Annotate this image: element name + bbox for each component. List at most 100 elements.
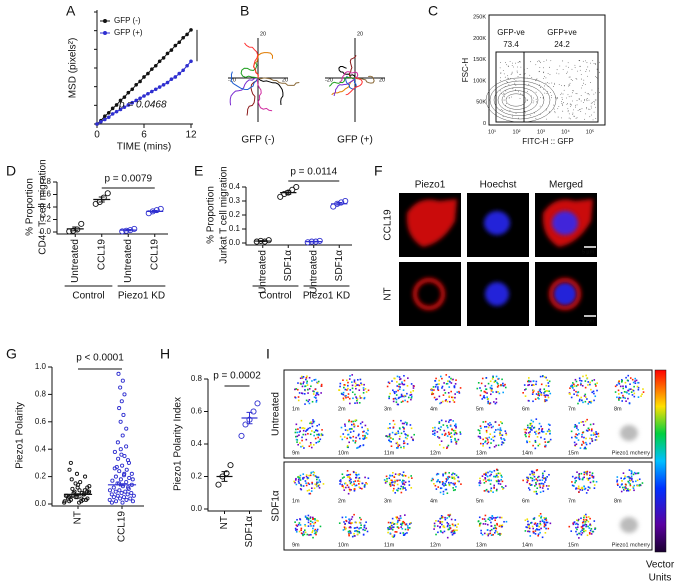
- vector-speckle: [403, 422, 405, 425]
- event: [540, 97, 541, 99]
- series-point: [114, 109, 119, 114]
- event: [568, 84, 570, 85]
- vector-speckle: [431, 393, 433, 396]
- data-point: [128, 496, 133, 501]
- mcherry-cell: [620, 517, 638, 533]
- vector-speckle: [353, 513, 355, 516]
- vector-speckle: [497, 476, 499, 478]
- vector-speckle: [441, 516, 444, 518]
- vector-speckle: [349, 437, 352, 439]
- vector-speckle: [311, 516, 314, 519]
- vector-speckle: [390, 437, 393, 439]
- vector-speckle: [316, 476, 319, 479]
- vector-speckle: [486, 437, 488, 440]
- vector-speckle: [353, 489, 356, 492]
- vector-speckle: [403, 474, 406, 477]
- vector-speckle: [348, 531, 350, 534]
- vector-speckle: [344, 528, 347, 531]
- vector-speckle: [581, 436, 583, 438]
- vector-speckle: [447, 523, 450, 525]
- vector-speckle: [494, 429, 497, 431]
- vector-speckle: [434, 484, 437, 487]
- vector-speckle: [302, 534, 304, 537]
- vector-speckle: [545, 433, 547, 435]
- vector-speckle: [316, 433, 318, 436]
- vector-speckle: [393, 482, 396, 484]
- vector-speckle: [500, 438, 503, 440]
- vector-speckle: [394, 491, 397, 494]
- vector-speckle: [349, 473, 352, 476]
- vector-speckle: [321, 434, 324, 436]
- series-point: [189, 28, 193, 32]
- column-label: Piezo1: [415, 180, 446, 191]
- vector-speckle: [402, 426, 405, 429]
- event: [576, 100, 578, 101]
- vector-speckle: [439, 487, 442, 489]
- vector-speckle: [633, 385, 635, 388]
- vector-speckle: [301, 439, 303, 442]
- data-point: [114, 464, 119, 470]
- vector-speckle: [580, 396, 583, 399]
- vector-speckle: [577, 519, 579, 522]
- vector-speckle: [450, 439, 453, 441]
- event: [563, 85, 565, 87]
- vector-speckle: [342, 485, 344, 487]
- vector-speckle: [533, 426, 536, 429]
- event: [572, 90, 574, 92]
- vector-speckle: [355, 484, 358, 487]
- series-point: [181, 68, 185, 73]
- vector-speckle: [629, 477, 631, 480]
- vector-speckle: [311, 521, 314, 524]
- vector-speckle: [490, 473, 492, 476]
- vector-speckle: [642, 391, 645, 393]
- trajectory: [230, 71, 259, 91]
- vector-speckle: [580, 421, 583, 423]
- event: [571, 68, 573, 70]
- vector-speckle: [590, 533, 593, 535]
- vector-speckle: [479, 477, 481, 480]
- vector-speckle: [502, 442, 505, 444]
- vector-speckle: [587, 427, 590, 430]
- vector-speckle: [433, 432, 436, 434]
- vector-speckle: [304, 525, 307, 527]
- data-point: [126, 485, 131, 490]
- vector-speckle: [528, 527, 531, 530]
- vector-speckle: [638, 484, 641, 487]
- event: [573, 115, 575, 117]
- vector-speckle: [479, 387, 481, 389]
- vector-speckle: [309, 523, 312, 525]
- vector-speckle: [353, 483, 355, 485]
- vector-speckle: [302, 485, 305, 487]
- vector-speckle: [386, 385, 389, 388]
- vector-speckle: [627, 488, 629, 490]
- vector-speckle: [584, 420, 587, 423]
- vector-speckle: [526, 526, 528, 529]
- event: [568, 117, 570, 119]
- contour: [493, 83, 545, 117]
- vector-speckle: [390, 445, 393, 448]
- vector-speckle: [491, 518, 493, 520]
- vector-speckle: [582, 518, 585, 521]
- vector-speckle: [318, 484, 321, 486]
- vector-speckle: [460, 483, 462, 485]
- vector-speckle: [351, 516, 354, 518]
- vector-speckle: [535, 383, 537, 386]
- vector-speckle: [533, 475, 536, 478]
- vector-speckle: [364, 476, 366, 479]
- y-axis-label: Piezo1 Polarity: [15, 402, 26, 469]
- vector-speckle: [484, 472, 487, 475]
- vector-speckle: [396, 523, 398, 525]
- vector-speckle: [484, 514, 487, 517]
- vector-speckle: [297, 477, 300, 479]
- trajectory: [229, 77, 259, 106]
- vector-speckle: [312, 536, 314, 539]
- vector-speckle: [630, 470, 633, 472]
- vector-speckle: [499, 534, 501, 536]
- vector-speckle: [401, 381, 403, 384]
- trajectory: [256, 77, 273, 112]
- vector-speckle: [348, 441, 350, 444]
- series-point: [146, 91, 150, 96]
- vector-speckle: [341, 477, 344, 479]
- vector-speckle: [436, 398, 438, 400]
- vector-speckle: [398, 438, 401, 440]
